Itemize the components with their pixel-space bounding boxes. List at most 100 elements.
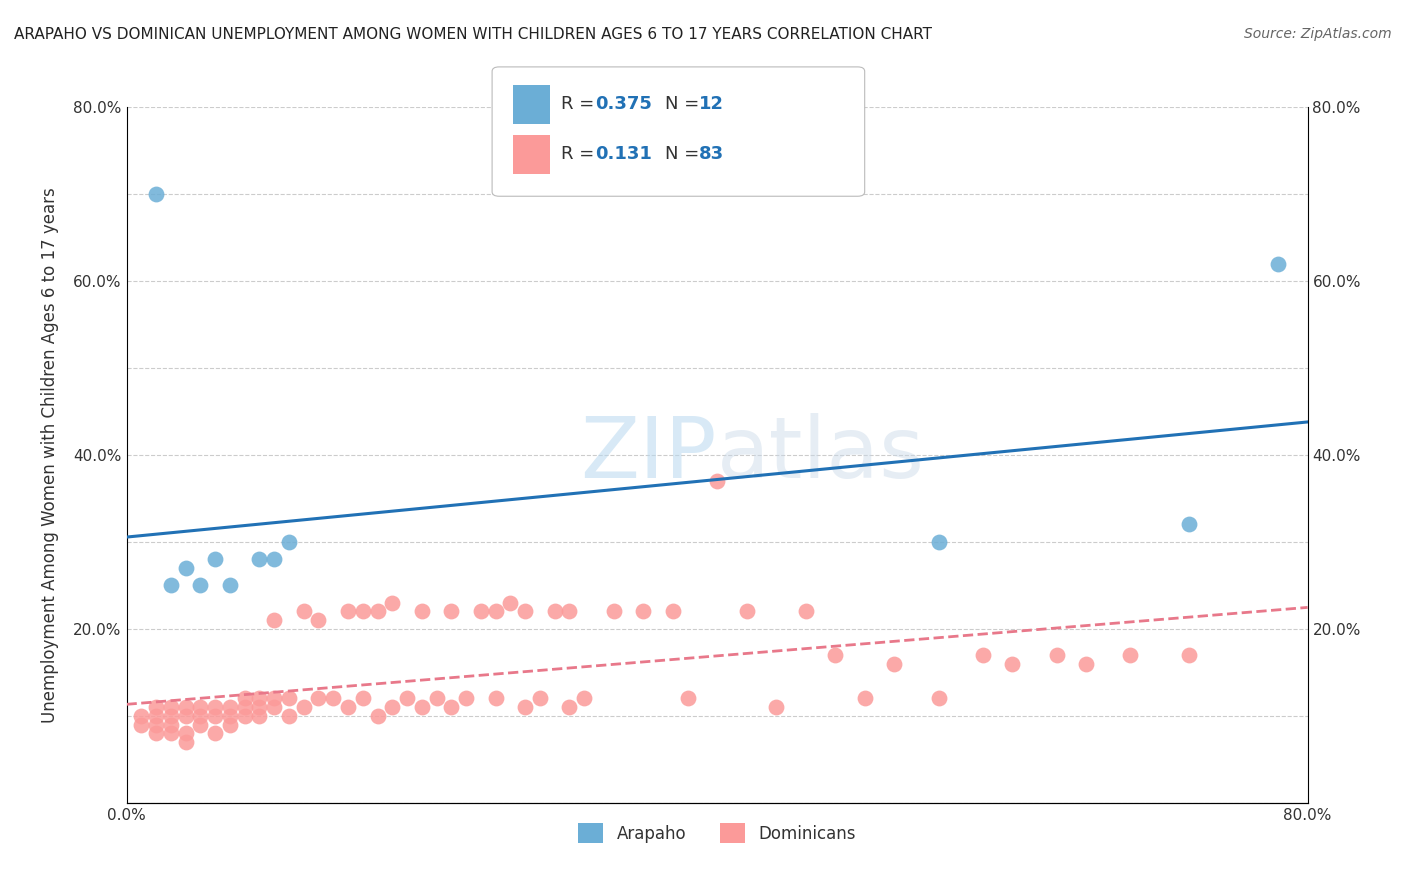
Text: N =: N = xyxy=(665,95,704,113)
Point xyxy=(706,474,728,488)
Point xyxy=(292,700,315,714)
Point xyxy=(352,605,374,619)
Point xyxy=(160,708,183,723)
Point xyxy=(337,700,360,714)
Point xyxy=(515,605,537,619)
Point xyxy=(411,700,433,714)
Point xyxy=(145,726,167,740)
Point xyxy=(425,691,447,706)
Point xyxy=(188,717,212,731)
Point xyxy=(145,700,167,714)
Point xyxy=(174,561,197,575)
Point xyxy=(233,691,256,706)
Point xyxy=(219,717,242,731)
Point xyxy=(292,605,315,619)
Point xyxy=(263,691,285,706)
Point xyxy=(352,691,374,706)
Point xyxy=(515,700,537,714)
Point xyxy=(529,691,551,706)
Point xyxy=(188,578,212,592)
Point xyxy=(160,700,183,714)
Point xyxy=(263,700,285,714)
Point xyxy=(219,708,242,723)
Point xyxy=(824,648,846,662)
Point xyxy=(470,605,492,619)
Point xyxy=(1119,648,1142,662)
Point xyxy=(337,605,360,619)
Point xyxy=(1178,648,1201,662)
Point xyxy=(367,605,389,619)
Point xyxy=(174,735,197,749)
Text: 0.375: 0.375 xyxy=(595,95,651,113)
Point xyxy=(853,691,876,706)
Point xyxy=(160,578,183,592)
Point xyxy=(928,534,950,549)
Point xyxy=(558,605,581,619)
Point xyxy=(381,700,404,714)
Point xyxy=(249,691,271,706)
Point xyxy=(278,691,301,706)
Point xyxy=(145,717,167,731)
Text: R =: R = xyxy=(561,95,600,113)
Point xyxy=(204,708,226,723)
Text: 12: 12 xyxy=(699,95,724,113)
Point xyxy=(219,700,242,714)
Text: R =: R = xyxy=(561,145,600,163)
Point xyxy=(484,691,508,706)
Point xyxy=(440,605,463,619)
Point xyxy=(367,708,389,723)
Point xyxy=(160,717,183,731)
Point xyxy=(174,726,197,740)
Point xyxy=(129,717,153,731)
Point xyxy=(174,700,197,714)
Point xyxy=(396,691,419,706)
Point xyxy=(188,700,212,714)
Point xyxy=(204,700,226,714)
Point xyxy=(765,700,787,714)
Point xyxy=(633,605,655,619)
Y-axis label: Unemployment Among Women with Children Ages 6 to 17 years: Unemployment Among Women with Children A… xyxy=(41,187,59,723)
Point xyxy=(129,708,153,723)
Point xyxy=(794,605,817,619)
Point xyxy=(145,708,167,723)
Point xyxy=(972,648,994,662)
Point xyxy=(574,691,596,706)
Point xyxy=(499,596,522,610)
Point xyxy=(1001,657,1024,671)
Point xyxy=(278,534,301,549)
Point xyxy=(456,691,478,706)
Point xyxy=(263,613,285,627)
Text: atlas: atlas xyxy=(717,413,925,497)
Point xyxy=(1267,257,1289,271)
Point xyxy=(174,708,197,723)
Point xyxy=(233,700,256,714)
Point xyxy=(308,691,330,706)
Point xyxy=(381,596,404,610)
Text: ZIP: ZIP xyxy=(581,413,717,497)
Point xyxy=(249,552,271,566)
Point xyxy=(662,605,685,619)
Point xyxy=(484,605,508,619)
Point xyxy=(883,657,905,671)
Point xyxy=(603,605,626,619)
Point xyxy=(204,552,226,566)
Point xyxy=(160,726,183,740)
Point xyxy=(1076,657,1098,671)
Point xyxy=(249,708,271,723)
Point xyxy=(219,578,242,592)
Text: N =: N = xyxy=(665,145,704,163)
Text: ARAPAHO VS DOMINICAN UNEMPLOYMENT AMONG WOMEN WITH CHILDREN AGES 6 TO 17 YEARS C: ARAPAHO VS DOMINICAN UNEMPLOYMENT AMONG … xyxy=(14,27,932,42)
Point xyxy=(440,700,463,714)
Point xyxy=(1046,648,1069,662)
Point xyxy=(233,708,256,723)
Point xyxy=(543,605,565,619)
Text: 0.131: 0.131 xyxy=(595,145,651,163)
Text: Source: ZipAtlas.com: Source: ZipAtlas.com xyxy=(1244,27,1392,41)
Point xyxy=(204,726,226,740)
Point xyxy=(308,613,330,627)
Point xyxy=(249,700,271,714)
Point xyxy=(558,700,581,714)
Point xyxy=(278,708,301,723)
Point xyxy=(735,605,758,619)
Point xyxy=(411,605,433,619)
